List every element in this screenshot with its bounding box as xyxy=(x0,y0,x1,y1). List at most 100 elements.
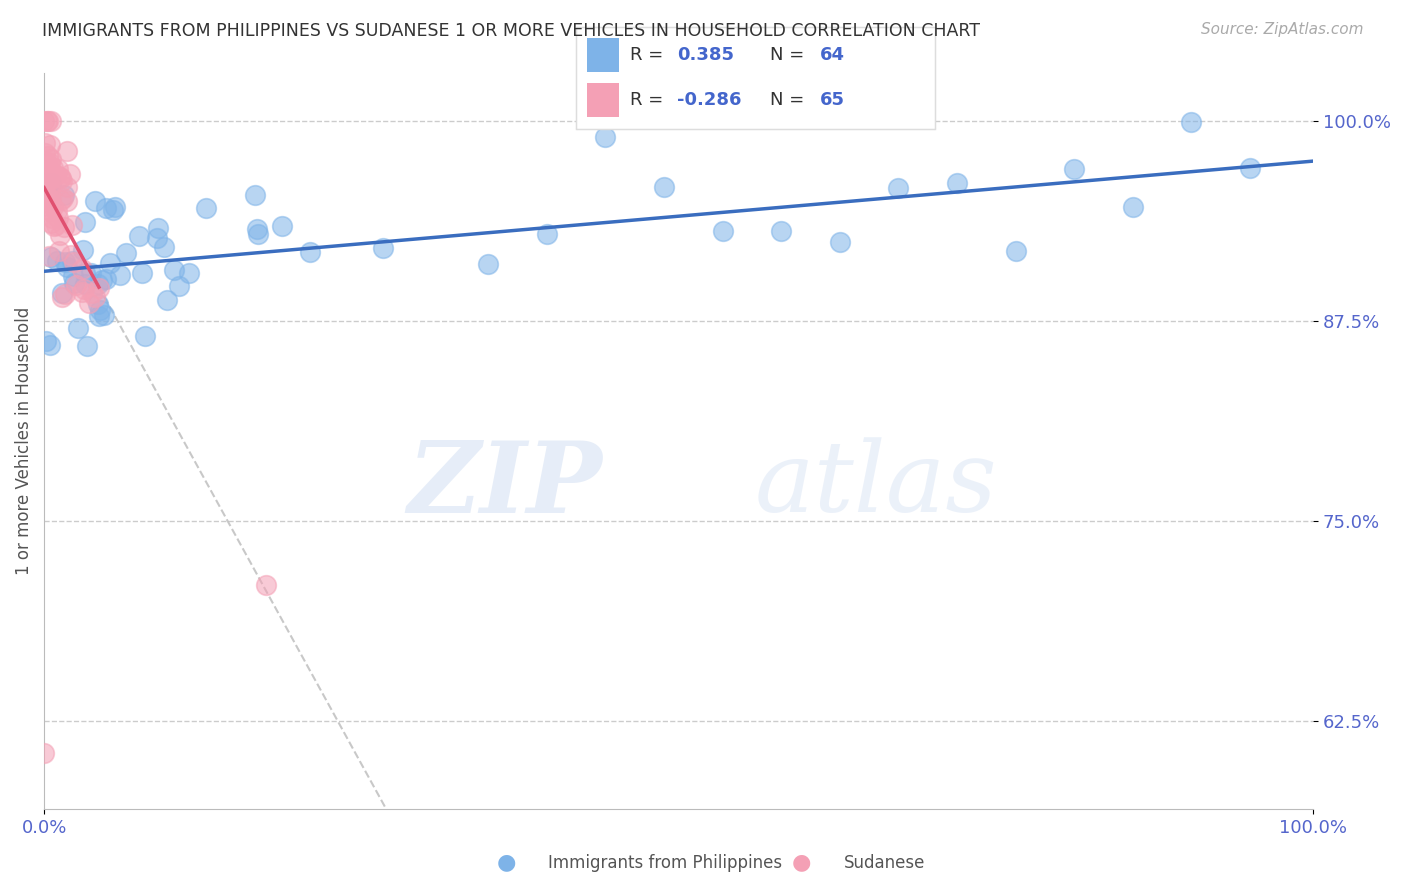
Text: N =: N = xyxy=(770,46,810,64)
Point xyxy=(38,249,60,263)
Point xyxy=(51,285,73,300)
Point xyxy=(167,278,190,293)
Point xyxy=(80,286,103,301)
Point xyxy=(53,287,76,301)
Point xyxy=(45,168,67,182)
Point xyxy=(32,177,55,191)
Point xyxy=(373,241,395,255)
Point xyxy=(60,218,83,232)
Point xyxy=(45,254,67,268)
Text: R =: R = xyxy=(630,91,669,109)
Text: atlas: atlas xyxy=(755,438,998,533)
Point xyxy=(39,192,62,206)
Text: Immigrants from Philippines: Immigrants from Philippines xyxy=(548,855,783,872)
Point xyxy=(60,253,83,268)
Point xyxy=(42,200,65,214)
Point xyxy=(887,181,910,195)
Point xyxy=(73,267,96,281)
Point xyxy=(34,202,56,217)
Text: Sudanese: Sudanese xyxy=(844,855,925,872)
Text: N =: N = xyxy=(770,91,810,109)
Point xyxy=(243,187,266,202)
Point xyxy=(39,250,62,264)
Point xyxy=(72,243,94,257)
Point xyxy=(104,200,127,214)
Point xyxy=(52,191,75,205)
Point xyxy=(51,193,73,207)
Point xyxy=(86,277,108,291)
Point xyxy=(48,228,70,243)
Point xyxy=(38,191,60,205)
Point xyxy=(39,114,62,128)
Point xyxy=(55,180,77,194)
Point xyxy=(94,272,117,286)
Point xyxy=(84,290,107,304)
Point xyxy=(56,194,79,208)
Point xyxy=(48,244,70,258)
Point xyxy=(94,201,117,215)
Point xyxy=(828,235,851,250)
Text: ●: ● xyxy=(792,853,811,872)
Point xyxy=(37,114,59,128)
Point xyxy=(128,228,150,243)
Point xyxy=(131,266,153,280)
Point xyxy=(652,180,675,194)
Point xyxy=(75,277,97,292)
Point xyxy=(38,203,60,218)
Point xyxy=(42,219,65,233)
Point xyxy=(595,129,617,144)
Point xyxy=(98,256,121,270)
Text: 65: 65 xyxy=(820,91,845,109)
Point xyxy=(163,263,186,277)
Point xyxy=(70,262,93,277)
Text: ●: ● xyxy=(496,853,516,872)
Point xyxy=(39,176,62,190)
Point xyxy=(90,273,112,287)
Point xyxy=(79,295,101,310)
Point xyxy=(34,178,56,192)
Point xyxy=(37,193,59,207)
Point xyxy=(1239,161,1261,175)
Point xyxy=(37,149,59,163)
Point xyxy=(59,167,82,181)
Point xyxy=(711,224,734,238)
Point xyxy=(55,254,77,268)
Point xyxy=(271,219,294,234)
Point xyxy=(53,187,76,202)
Point xyxy=(38,156,60,170)
Point xyxy=(51,289,73,303)
Point xyxy=(34,136,56,150)
Bar xyxy=(588,38,620,72)
Point xyxy=(87,281,110,295)
Point xyxy=(134,329,156,343)
Point xyxy=(46,211,69,226)
Point xyxy=(42,161,65,176)
Point xyxy=(34,164,56,178)
Point xyxy=(59,248,82,262)
Point xyxy=(34,181,56,195)
Point xyxy=(34,146,56,161)
Point xyxy=(177,266,200,280)
Point xyxy=(87,310,110,324)
Point xyxy=(37,174,59,188)
Point xyxy=(146,230,169,244)
Point xyxy=(65,278,87,293)
Point xyxy=(80,266,103,280)
Text: R =: R = xyxy=(630,46,669,64)
Point xyxy=(254,578,277,592)
Point xyxy=(32,114,55,128)
Point xyxy=(35,188,58,202)
Point xyxy=(76,339,98,353)
Point xyxy=(34,173,56,187)
Text: 64: 64 xyxy=(820,46,845,64)
Point xyxy=(62,268,84,283)
Point xyxy=(1063,162,1085,177)
Text: 0.385: 0.385 xyxy=(676,46,734,64)
Text: -0.286: -0.286 xyxy=(676,91,741,109)
Point xyxy=(477,256,499,270)
Point xyxy=(63,276,86,290)
Point xyxy=(156,293,179,307)
Point xyxy=(1122,200,1144,214)
Text: Source: ZipAtlas.com: Source: ZipAtlas.com xyxy=(1201,22,1364,37)
Point xyxy=(34,166,56,180)
